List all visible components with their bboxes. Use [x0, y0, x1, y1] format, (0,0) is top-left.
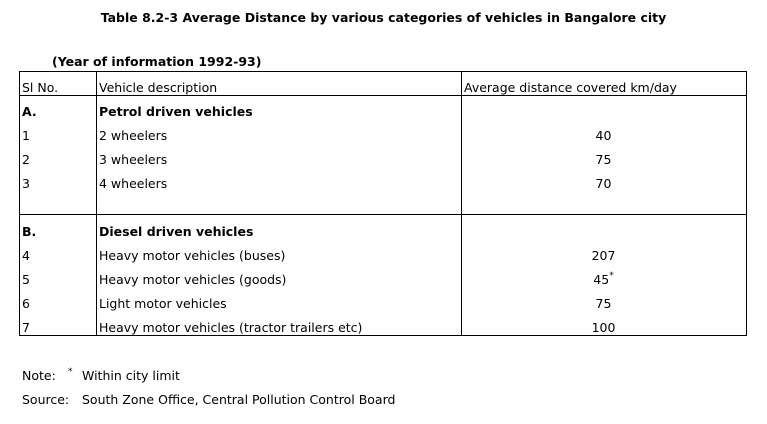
value: 75	[595, 296, 612, 311]
note-label: Note:	[22, 368, 56, 383]
source-label: Source:	[22, 392, 70, 407]
value: 70	[595, 176, 612, 191]
row-value: 207	[461, 246, 746, 266]
section-id: B.	[22, 224, 37, 239]
note-mark: *	[68, 367, 73, 377]
row-number: 4	[22, 248, 30, 263]
border	[19, 214, 746, 215]
value: 75	[595, 152, 612, 167]
border	[19, 71, 20, 336]
row-description: Heavy motor vehicles (buses)	[99, 248, 286, 263]
row-value: 100	[461, 318, 746, 338]
header: Average distance covered km/day	[464, 80, 677, 95]
row-value: 70	[461, 174, 746, 194]
header: Vehicle description	[99, 80, 218, 95]
value: 40	[595, 128, 612, 143]
row-value: 75	[461, 150, 746, 170]
row-description: Heavy motor vehicles (goods)	[99, 272, 287, 287]
row-description: 3 wheelers	[99, 152, 168, 167]
border	[96, 71, 97, 336]
border	[746, 71, 747, 336]
border	[461, 71, 462, 336]
row-description: 4 wheelers	[99, 176, 168, 191]
row-number: 2	[22, 152, 30, 167]
border	[19, 335, 746, 336]
row-number: 6	[22, 296, 30, 311]
footnote-mark: *	[609, 271, 614, 281]
section-label: Petrol driven vehicles	[99, 104, 253, 119]
section-id: A.	[22, 104, 37, 119]
border	[19, 95, 746, 96]
title: Table 8.2-3 Average Distance by various …	[100, 10, 667, 25]
note-text: Within city limit	[82, 368, 180, 383]
row-value: 40	[461, 126, 746, 146]
subtitle: (Year of information 1992-93)	[52, 54, 262, 69]
value: 100	[591, 320, 616, 335]
row-number: 7	[22, 320, 30, 335]
row-value: 45*	[461, 270, 746, 290]
source-text: South Zone Office, Central Pollution Con…	[82, 392, 396, 407]
value: 45	[593, 272, 610, 287]
row-number: 3	[22, 176, 30, 191]
row-description: Light motor vehicles	[99, 296, 227, 311]
section-label: Diesel driven vehicles	[99, 224, 254, 239]
row-description: Heavy motor vehicles (tractor trailers e…	[99, 320, 363, 335]
border	[19, 71, 746, 72]
row-number: 5	[22, 272, 30, 287]
row-value: 75	[461, 294, 746, 314]
row-description: 2 wheelers	[99, 128, 168, 143]
row-number: 1	[22, 128, 30, 143]
value: 207	[591, 248, 616, 263]
header: Sl No.	[22, 80, 59, 95]
